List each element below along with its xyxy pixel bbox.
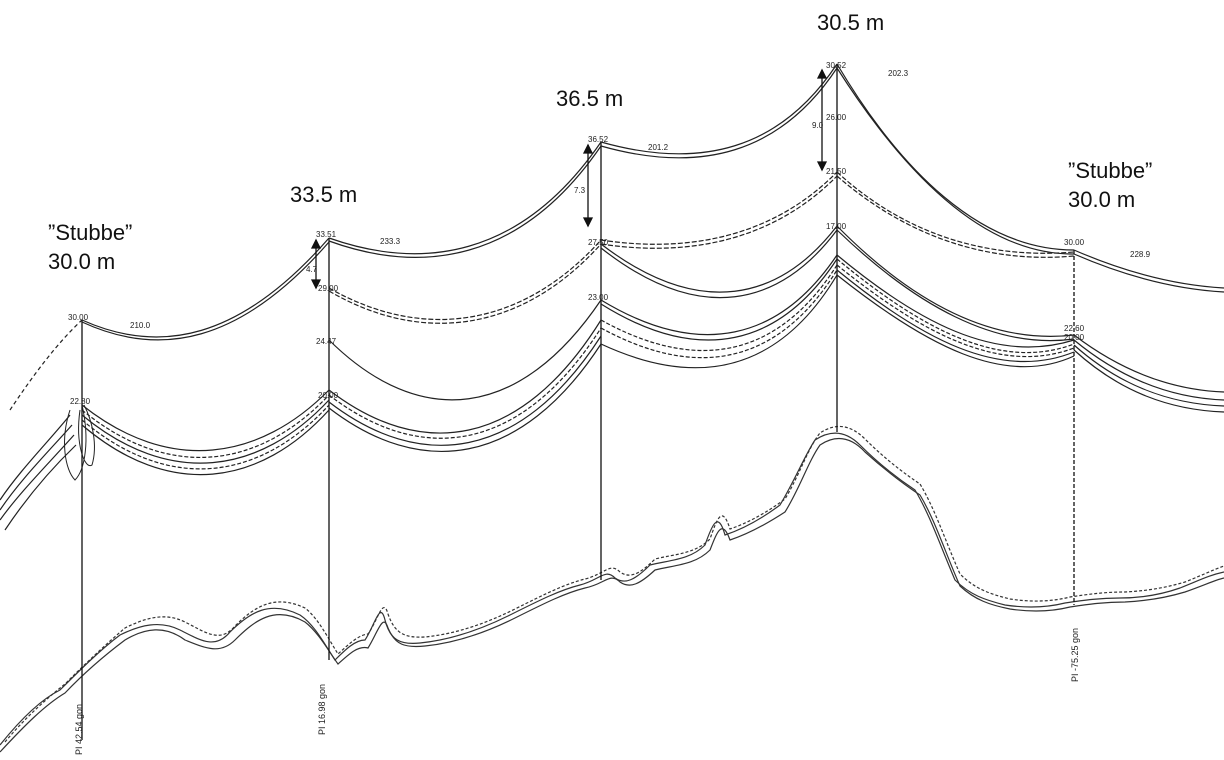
tower-4-height: 30.5 m [817,10,885,35]
tower-5-name: ”Stubbe” [1068,158,1153,183]
t4-b-height: 21.50 [826,167,847,176]
t1-top-height: 30.00 [68,313,89,322]
t3-gap: 7.3 [574,186,586,195]
span-5-label: 228.9 [1130,250,1151,259]
t2-mid-height: 29.00 [318,284,339,293]
towers [81,64,1075,740]
tower-3-label: 36.5 m [556,84,623,113]
t3-mid-height: 27.50 [588,238,609,247]
tower-5-height: 30.0 m [1068,187,1136,212]
t2-top-height: 33.51 [316,230,337,239]
conductors [0,63,1224,531]
tower-1-name: ”Stubbe” [48,220,133,245]
attachment-height-labels: 30.00 22.80 33.51 29.00 24.47 20.00 36.5… [68,61,1085,406]
tower-1-label: ”Stubbe” 30.0 m [48,218,132,276]
tower-5-label: ”Stubbe” 30.0 m [1068,156,1152,214]
tower-1-height: 30.0 m [48,249,116,274]
t4-a-height: 26.00 [826,113,847,122]
t3-top-height: 36.52 [588,135,609,144]
angle-labels: PI 42.54 gon PI 16.98 gon PI -75.25 gon [74,628,1080,755]
t1-angle: PI 42.54 gon [74,704,84,755]
t2-angle: PI 16.98 gon [317,684,327,735]
t2-bot-height: 20.00 [318,391,339,400]
tower-2-label: 33.5 m [290,180,357,209]
span-3-label: 201.2 [648,143,669,152]
t5-low-height: 22.60 [1064,324,1085,333]
t5-bot-height: 20.00 [1064,333,1085,342]
span-4-label: 202.3 [888,69,909,78]
t5-angle: PI -75.25 gon [1070,628,1080,682]
t3-low-height: 23.00 [588,293,609,302]
t4-gap: 9.0 [812,121,824,130]
gap-arrows [310,68,828,290]
tower-2-height: 33.5 m [290,182,358,207]
t4-c-height: 17.00 [826,222,847,231]
span-2-label: 233.3 [380,237,401,246]
tower-3-height: 36.5 m [556,86,624,111]
t2-gap: 4.7 [306,265,318,274]
gap-labels: 4.7 7.3 9.0 [306,121,824,274]
t1-low-height: 22.80 [70,397,91,406]
terrain-profile [0,425,1224,753]
tower-4-label: 30.5 m [817,8,884,37]
t5-top-height: 30.00 [1064,238,1085,247]
t4-top-height: 30.52 [826,61,847,70]
span-labels: 210.0 233.3 201.2 202.3 228.9 [130,69,1151,330]
span-1-label: 210.0 [130,321,151,330]
t2-low-height: 24.47 [316,337,337,346]
tower-1-insulator-bundle [64,404,95,481]
